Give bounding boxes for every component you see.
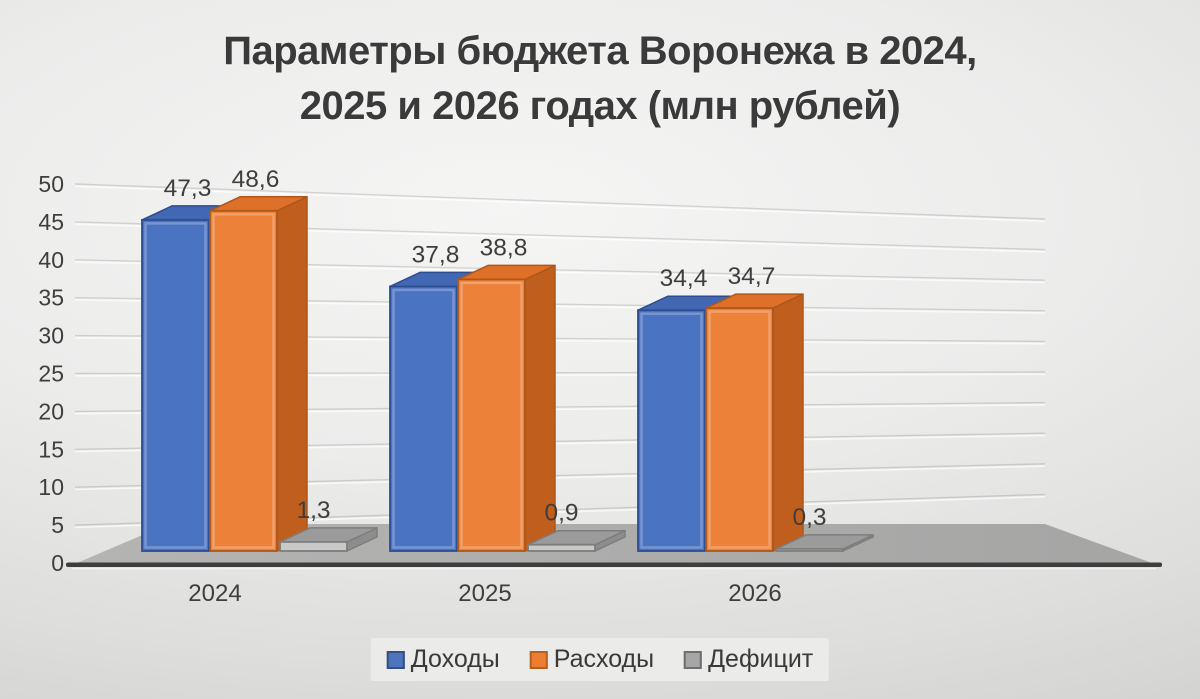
bar-expenses-2026	[705, 307, 774, 552]
chart-title-line-1: Параметры бюджета Воронежа в 2024,	[223, 29, 977, 73]
y-tick-label: 20	[38, 398, 64, 424]
data-label-deficit-2026: 0,3	[792, 504, 826, 531]
chart-title: Параметры бюджета Воронежа в 2024, 2025 …	[0, 24, 1200, 134]
bar-income-2024	[141, 218, 210, 552]
bar-expenses-2025	[457, 278, 526, 552]
legend-item-income: Доходы	[386, 645, 500, 674]
y-tick-label: 30	[38, 323, 64, 349]
bar-expenses-2025-bevel	[460, 281, 523, 549]
bar-income-2026	[637, 309, 706, 552]
y-tick-label: 10	[38, 474, 64, 500]
bar-income-2025-bevel	[392, 288, 455, 549]
gridline-highlight	[74, 185, 1046, 223]
x-axis-line	[66, 562, 1162, 567]
data-label-deficit-2025: 0,9	[544, 500, 578, 527]
bar-expenses-2024-bevel	[212, 213, 275, 549]
gridline	[74, 183, 1046, 220]
y-tick-label: 50	[38, 171, 64, 197]
y-tick-label: 25	[38, 361, 64, 387]
y-tick-label: 45	[38, 209, 64, 235]
y-tick-label: 35	[38, 285, 64, 311]
y-tick-label: 0	[51, 550, 64, 576]
bar-income-2025	[389, 285, 458, 552]
y-tick-label: 5	[51, 512, 64, 538]
data-label-income-2025: 37,8	[412, 241, 460, 268]
data-label-income-2024: 47,3	[164, 175, 212, 202]
bar-income-2024-bevel	[144, 222, 207, 549]
chart-title-line-2: 2025 и 2026 годах (млн рублей)	[299, 84, 901, 128]
data-label-income-2026: 34,4	[660, 265, 708, 292]
x-category-label: 2026	[728, 580, 781, 607]
data-label-deficit-2024: 1,3	[296, 497, 330, 524]
y-tick-label: 15	[38, 436, 64, 462]
bar-deficit-2024	[279, 541, 348, 552]
data-label-expenses-2025: 38,8	[480, 234, 528, 261]
data-label-expenses-2026: 34,7	[728, 263, 776, 290]
legend-item-expenses: Расходы	[529, 645, 655, 674]
legend-swatch-expenses	[529, 650, 548, 669]
legend-swatch-income	[386, 650, 405, 669]
data-label-expenses-2024: 48,6	[232, 166, 280, 193]
legend-swatch-deficit	[684, 650, 703, 669]
bar-income-2026-bevel	[640, 312, 703, 549]
bar-deficit-2026	[775, 548, 844, 552]
legend-label-deficit: Дефицит	[708, 645, 814, 673]
x-category-label: 2025	[458, 580, 511, 607]
x-category-label: 2024	[188, 580, 241, 607]
legend-label-income: Доходы	[410, 645, 500, 673]
y-tick-label: 40	[38, 247, 64, 273]
bar-expenses-2026-bevel	[708, 310, 771, 549]
legend: Доходы Расходы Дефицит	[370, 638, 830, 681]
bar-deficit-2025	[527, 543, 596, 552]
bar-expenses-2024	[209, 209, 278, 552]
legend-label-expenses: Расходы	[553, 645, 655, 673]
legend-item-deficit: Дефицит	[684, 645, 813, 674]
